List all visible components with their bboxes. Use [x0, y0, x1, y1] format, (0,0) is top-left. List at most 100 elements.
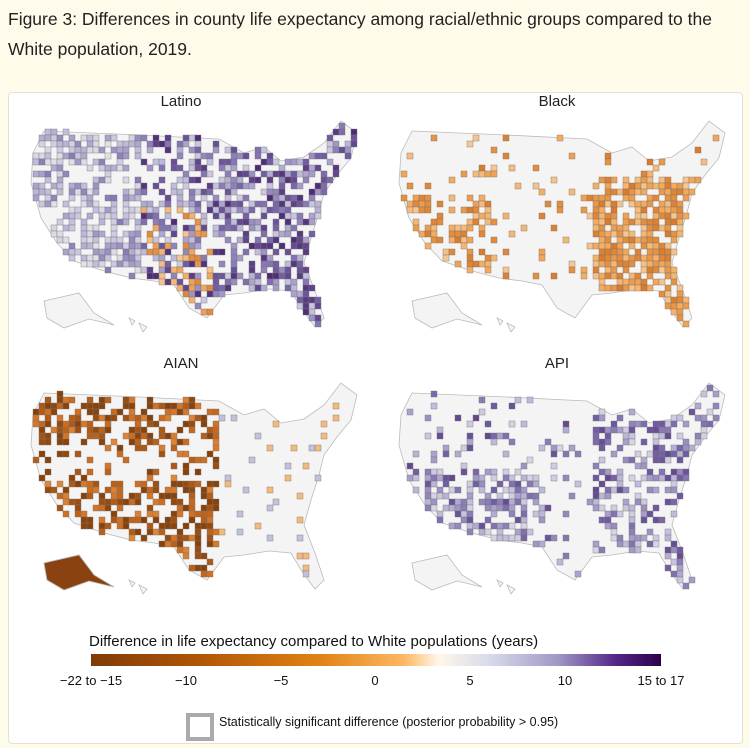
county-cell	[122, 414, 130, 422]
county-cell	[568, 444, 576, 452]
county-cell	[134, 414, 142, 422]
county-cell	[290, 278, 298, 286]
county-cell	[98, 218, 106, 226]
county-cell	[290, 254, 298, 262]
county-cell	[152, 528, 160, 536]
county-cell	[44, 468, 52, 476]
county-cell	[406, 206, 414, 214]
county-cell	[598, 492, 606, 500]
county-cell	[206, 206, 214, 214]
county-cell	[74, 480, 82, 488]
county-cell	[682, 444, 690, 452]
county-cell	[206, 290, 214, 298]
county-cell	[646, 218, 654, 226]
county-cell	[212, 230, 220, 238]
county-cell	[56, 402, 64, 410]
county-cell	[640, 236, 648, 244]
county-cell	[490, 486, 498, 494]
county-cell	[104, 266, 112, 274]
county-cell	[670, 188, 678, 196]
county-cell	[236, 254, 244, 262]
county-cell	[664, 486, 672, 494]
county-cell	[676, 546, 684, 554]
county-cell	[68, 474, 76, 482]
county-cell	[664, 284, 672, 292]
county-cell	[170, 498, 178, 506]
county-cell	[682, 420, 690, 428]
county-cell	[230, 152, 238, 160]
county-cell	[152, 438, 160, 446]
county-cell	[520, 504, 528, 512]
county-cell	[44, 414, 52, 422]
county-cell	[188, 456, 196, 464]
county-cell	[664, 426, 672, 434]
county-cell	[640, 266, 648, 274]
county-cell	[406, 408, 414, 416]
county-cell	[140, 480, 148, 488]
county-cell	[110, 516, 118, 524]
county-cell	[110, 260, 118, 268]
county-cell	[284, 248, 292, 256]
county-cell	[272, 420, 280, 428]
county-cell	[308, 218, 316, 226]
county-cell	[460, 444, 468, 452]
county-cell	[326, 176, 334, 184]
county-cell	[320, 152, 328, 160]
county-cell	[676, 444, 684, 452]
county-cell	[658, 254, 666, 262]
county-cell	[134, 188, 142, 196]
county-cell	[74, 182, 82, 190]
county-cell	[140, 486, 148, 494]
county-cell	[110, 230, 118, 238]
county-cell	[194, 200, 202, 208]
county-cell	[622, 426, 630, 434]
county-cell	[56, 158, 64, 166]
county-cell	[676, 230, 684, 238]
county-cell	[140, 426, 148, 434]
county-cell	[56, 450, 64, 458]
county-cell	[646, 224, 654, 232]
county-cell	[628, 272, 636, 280]
county-cell	[634, 450, 642, 458]
county-cell	[472, 218, 480, 226]
county-cell	[182, 402, 190, 410]
county-cell	[664, 302, 672, 310]
county-cell	[146, 504, 154, 512]
county-cell	[170, 486, 178, 494]
county-cell	[176, 152, 184, 160]
county-cell	[466, 224, 474, 232]
county-cell	[194, 254, 202, 262]
county-cell	[634, 188, 642, 196]
county-cell	[604, 236, 612, 244]
county-cell	[448, 176, 456, 184]
county-cell	[182, 170, 190, 178]
county-cell	[188, 134, 196, 142]
county-cell	[436, 236, 444, 244]
county-cell	[86, 146, 94, 154]
county-cell	[712, 402, 720, 410]
county-cell	[158, 432, 166, 440]
county-cell	[152, 498, 160, 506]
county-cell	[610, 242, 618, 250]
county-cell	[146, 164, 154, 172]
county-cell	[140, 266, 148, 274]
county-cell	[484, 212, 492, 220]
county-cell	[646, 510, 654, 518]
county-cell	[206, 540, 214, 548]
county-cell	[628, 284, 636, 292]
county-cell	[224, 188, 232, 196]
county-cell	[628, 242, 636, 250]
county-cell	[592, 474, 600, 482]
county-cell	[640, 254, 648, 262]
county-cell	[308, 194, 316, 202]
county-cell	[98, 164, 106, 172]
county-cell	[640, 260, 648, 268]
county-cell	[62, 402, 70, 410]
county-cell	[194, 528, 202, 536]
county-cell	[544, 504, 552, 512]
county-cell	[478, 170, 486, 178]
county-cell	[424, 242, 432, 250]
county-cell	[526, 492, 534, 500]
county-cell	[188, 296, 196, 304]
county-cell	[56, 390, 64, 398]
